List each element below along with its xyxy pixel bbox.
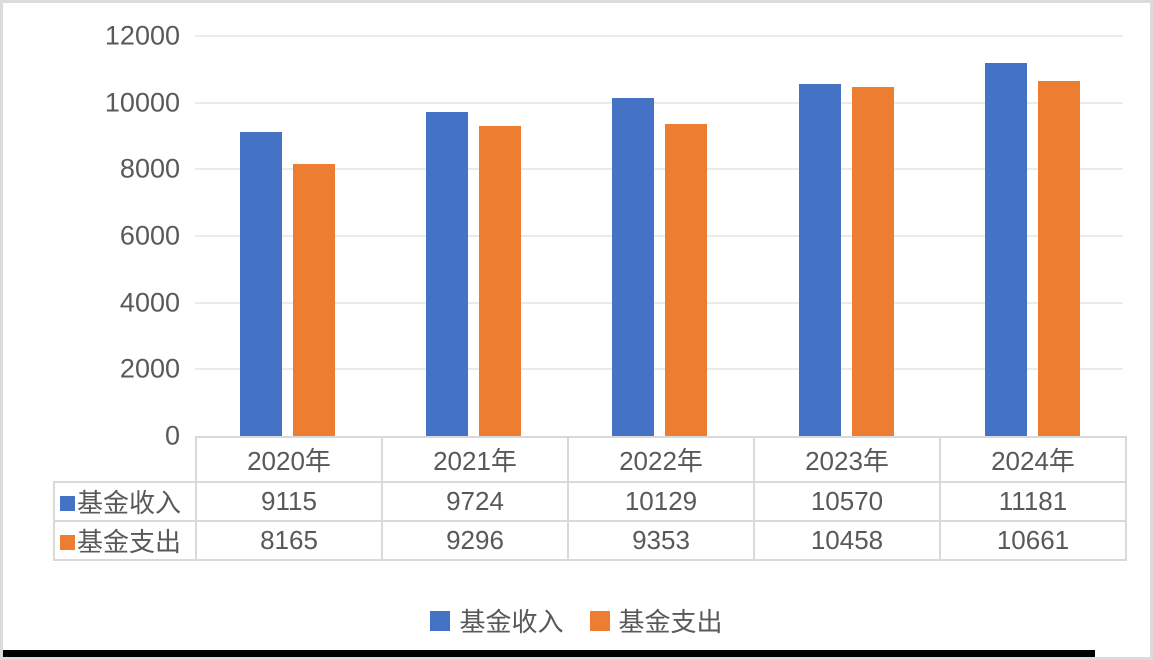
table-value-cell: 10661 bbox=[939, 520, 1127, 561]
table-category-header: 2023年 bbox=[753, 436, 941, 483]
bar-基金支出-2021年[interactable] bbox=[479, 126, 522, 436]
gridline-4000 bbox=[195, 301, 1123, 304]
gridline-12000 bbox=[195, 35, 1123, 37]
bar-基金收入-2021年[interactable] bbox=[426, 111, 469, 436]
bar-基金支出-2023年[interactable] bbox=[851, 87, 894, 436]
table-row: 基金收入 9115 9724 10129 10570 11181 bbox=[53, 481, 1127, 522]
legend-swatch-icon bbox=[430, 610, 451, 631]
table-value-cell: 10129 bbox=[567, 481, 755, 522]
table-value-cell: 9353 bbox=[567, 520, 755, 561]
bar-基金收入-2023年[interactable] bbox=[798, 83, 841, 436]
table-category-header: 2021年 bbox=[381, 436, 569, 483]
table-value-cell: 11181 bbox=[939, 481, 1127, 522]
bar-基金支出-2020年[interactable] bbox=[293, 163, 335, 436]
legend-label: 基金收入 bbox=[459, 607, 564, 637]
table-value-cell: 8165 bbox=[195, 520, 383, 561]
bar-基金收入-2020年[interactable] bbox=[240, 132, 282, 436]
bar-基金支出-2022年[interactable] bbox=[665, 124, 708, 436]
legend-key-icon bbox=[60, 534, 75, 550]
table-value-cell: 9115 bbox=[195, 481, 383, 522]
table-value-cell: 9296 bbox=[381, 520, 569, 561]
table-corner-cell bbox=[54, 437, 196, 482]
gridline-10000 bbox=[195, 101, 1123, 104]
bar-基金收入-2024年[interactable] bbox=[984, 63, 1027, 436]
y-axis-tick-label: 0 bbox=[164, 420, 180, 451]
legend-key-icon bbox=[60, 495, 75, 511]
y-axis-tick-label: 2000 bbox=[119, 353, 180, 384]
gridline-2000 bbox=[195, 368, 1123, 371]
y-axis-tick-label: 4000 bbox=[119, 287, 180, 318]
chart-legend: 基金收入 基金支出 bbox=[3, 602, 1150, 639]
table-series-label: 基金支出 bbox=[53, 520, 197, 561]
y-axis-tick-label: 6000 bbox=[119, 220, 180, 251]
bottom-black-strip bbox=[3, 650, 1095, 657]
table-row: 基金支出 8165 9296 9353 10458 10661 bbox=[53, 520, 1127, 561]
gridline-6000 bbox=[195, 235, 1123, 237]
table-value-cell: 10570 bbox=[753, 481, 941, 522]
table-value-cell: 9724 bbox=[381, 481, 569, 522]
legend-label: 基金支出 bbox=[618, 607, 723, 637]
bar-基金收入-2022年[interactable] bbox=[612, 98, 655, 436]
chart-data-table: 2020年 2021年 2022年 2023年 2024年 基金收入 9115 9724 101… bbox=[53, 436, 1127, 561]
bar-基金支出-2024年[interactable] bbox=[1037, 80, 1080, 436]
table-category-header: 2024年 bbox=[939, 436, 1127, 483]
table-value-cell: 10458 bbox=[753, 520, 941, 561]
legend-swatch-icon bbox=[589, 610, 610, 631]
legend-item-基金支出[interactable]: 基金支出 bbox=[589, 602, 723, 639]
table-category-header: 2020年 bbox=[195, 436, 383, 483]
y-axis-tick-label: 8000 bbox=[119, 153, 180, 184]
table-series-label: 基金收入 bbox=[53, 481, 197, 522]
y-axis-tick-label: 10000 bbox=[104, 87, 180, 118]
y-axis-tick-label: 12000 bbox=[104, 20, 180, 51]
gridline-8000 bbox=[195, 168, 1123, 171]
table-category-header: 2022年 bbox=[567, 436, 755, 483]
legend-item-基金收入[interactable]: 基金收入 bbox=[430, 602, 564, 639]
